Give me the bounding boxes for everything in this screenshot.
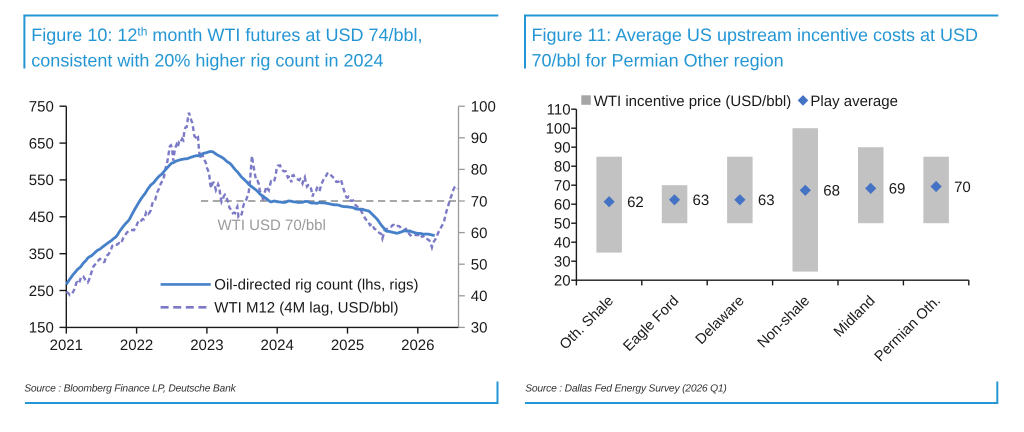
svg-text:Play average: Play average <box>810 93 898 110</box>
svg-text:150: 150 <box>29 320 54 337</box>
svg-text:70: 70 <box>471 193 488 210</box>
svg-text:30: 30 <box>554 254 571 271</box>
svg-text:60: 60 <box>554 197 571 214</box>
svg-text:40: 40 <box>471 288 488 305</box>
svg-text:100: 100 <box>546 121 571 138</box>
svg-text:250: 250 <box>29 283 54 300</box>
svg-text:62: 62 <box>627 194 644 211</box>
svg-text:350: 350 <box>29 246 54 263</box>
svg-text:2026: 2026 <box>401 337 434 354</box>
svg-text:100: 100 <box>471 99 496 116</box>
svg-text:750: 750 <box>29 99 54 116</box>
svg-text:90: 90 <box>554 140 571 157</box>
svg-text:Figure 11: Average US upstream: Figure 11: Average US upstream incentive… <box>532 25 979 45</box>
svg-text:650: 650 <box>29 135 54 152</box>
svg-text:70: 70 <box>954 179 971 196</box>
svg-text:WTI M12 (4M lag, USD/bbl): WTI M12 (4M lag, USD/bbl) <box>214 299 398 316</box>
svg-text:110: 110 <box>547 102 571 119</box>
svg-text:69: 69 <box>889 181 906 198</box>
svg-text:63: 63 <box>693 192 710 209</box>
svg-text:2021: 2021 <box>50 337 83 354</box>
svg-text:50: 50 <box>554 216 571 233</box>
svg-text:68: 68 <box>823 183 840 200</box>
svg-text:40: 40 <box>554 235 571 252</box>
svg-text:Oil-directed rig count (lhs, r: Oil-directed rig count (lhs, rigs) <box>214 276 418 293</box>
svg-text:WTI incentive price (USD/bbl): WTI incentive price (USD/bbl) <box>594 93 792 110</box>
svg-text:70/bbl for Permian Other regio: 70/bbl for Permian Other region <box>532 51 784 71</box>
svg-text:63: 63 <box>758 192 775 209</box>
svg-text:450: 450 <box>29 209 54 226</box>
svg-text:2024: 2024 <box>261 337 294 354</box>
svg-text:30: 30 <box>471 320 488 337</box>
svg-text:WTI USD 70/bbl: WTI USD 70/bbl <box>218 217 326 234</box>
svg-text:80: 80 <box>471 162 488 179</box>
svg-text:2023: 2023 <box>190 337 223 354</box>
svg-text:20: 20 <box>554 273 571 290</box>
svg-text:Source : Bloomberg Finance LP,: Source : Bloomberg Finance LP, Deutsche … <box>24 384 236 395</box>
svg-text:50: 50 <box>471 257 488 274</box>
svg-text:90: 90 <box>471 130 488 147</box>
svg-text:2025: 2025 <box>331 337 364 354</box>
svg-text:70: 70 <box>554 178 571 195</box>
svg-text:2022: 2022 <box>120 337 153 354</box>
svg-text:60: 60 <box>471 225 488 242</box>
svg-text:consistent with 20% higher rig: consistent with 20% higher rig count in … <box>31 51 383 71</box>
svg-text:80: 80 <box>554 159 571 176</box>
svg-text:Source : Dallas Fed Energy Sur: Source : Dallas Fed Energy Survey (2026 … <box>525 384 726 395</box>
svg-text:550: 550 <box>29 172 54 189</box>
svg-text:Figure 10: 12th month WTI futu: Figure 10: 12th month WTI futures at USD… <box>31 25 422 46</box>
